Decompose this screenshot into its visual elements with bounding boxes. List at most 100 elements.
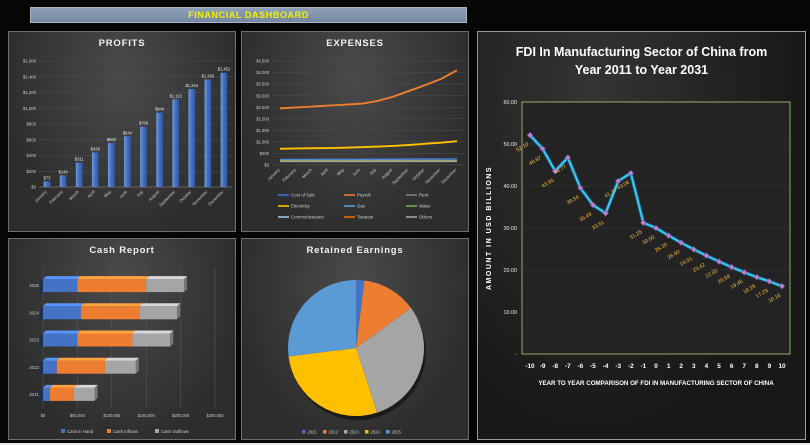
x-axis-tick: -7 [565, 363, 571, 370]
x-axis-tick: September [158, 189, 177, 208]
bar-segment[interactable] [73, 387, 95, 401]
x-axis-tick: October [411, 167, 426, 182]
y-axis-tick: $1,000 [23, 106, 37, 111]
series-line-cost-of-sale[interactable] [280, 158, 457, 160]
pie-slice-2024[interactable] [288, 348, 378, 416]
retained-earnings-chart-title: Retained Earnings [306, 245, 404, 256]
fdi-chart-panel[interactable]: FDI In Manufacturing Sector of China fro… [477, 31, 806, 440]
legend-swatch [344, 430, 348, 434]
x-axis-tick: April [86, 189, 96, 199]
bar-segment[interactable] [146, 279, 185, 293]
profit-bar[interactable] [156, 112, 164, 187]
bar-segment[interactable] [77, 333, 133, 347]
bar-segment[interactable] [56, 360, 105, 374]
value-label: $149 [59, 169, 69, 174]
data-marker[interactable] [602, 210, 609, 217]
profit-bar[interactable] [75, 162, 83, 187]
data-marker[interactable] [778, 282, 786, 290]
cash-report-chart: $0 $50,000 $100,000 $150,000 $200,000 $250,00… [29, 268, 224, 434]
data-marker[interactable] [753, 273, 761, 281]
profit-bar[interactable] [188, 89, 196, 187]
data-marker[interactable] [703, 252, 710, 259]
pie-slice-2022[interactable] [356, 280, 412, 348]
series-line-payroll[interactable] [279, 69, 458, 110]
bar-segment[interactable] [80, 306, 140, 320]
bar-segment[interactable] [49, 387, 74, 401]
profit-bar[interactable] [43, 181, 51, 187]
y-axis-tick: $500 [260, 151, 270, 156]
y-axis-tick: 2025 [29, 283, 39, 288]
bar-segment[interactable] [43, 387, 50, 401]
legend-label: Taxation [357, 215, 374, 220]
data-marker[interactable] [614, 177, 622, 185]
profits-chart-panel[interactable]: PROFITS $0 $200 $400 $600 $800 $1,000 $1,200 $1… [8, 31, 236, 232]
x-axis-tick: November [191, 189, 209, 207]
bar-segment[interactable] [43, 360, 57, 374]
value-label: $311 [75, 157, 85, 162]
x-axis-tick: August [380, 167, 394, 181]
value-label: 30.00 [642, 235, 657, 247]
legend-label: Cash Inflows [113, 429, 138, 434]
cash-report-chart-panel[interactable]: Cash Report $0 $50,000 $100,000 $150,000 $20… [8, 238, 236, 440]
value-label: $766 [139, 121, 149, 126]
data-marker[interactable] [652, 224, 660, 232]
data-marker[interactable] [715, 258, 723, 265]
data-marker[interactable] [627, 169, 635, 177]
profit-bar[interactable] [204, 79, 212, 187]
x-axis-tick: 0 [654, 363, 658, 370]
expenses-chart-panel[interactable]: EXPENSES $0 $500 $1,000 $1,500 $2,000 $2,500 $… [241, 31, 469, 232]
data-marker[interactable] [677, 239, 685, 246]
bar-segment[interactable] [104, 360, 136, 374]
legend-label: Water [419, 204, 431, 209]
data-marker[interactable] [526, 131, 534, 139]
pie-slice-2021[interactable] [356, 280, 365, 348]
profit-bar[interactable] [124, 136, 131, 187]
bar-segment[interactable] [132, 333, 171, 347]
dashboard-title-banner: FINANCIAL DASHBOARD [30, 7, 467, 23]
data-marker[interactable] [539, 145, 546, 152]
bar-segment[interactable] [43, 279, 78, 293]
data-marker[interactable] [640, 219, 647, 226]
x-axis-tick: November [424, 167, 442, 185]
bar-wall [40, 279, 43, 296]
data-marker[interactable] [577, 184, 584, 192]
bar-segment[interactable] [43, 306, 81, 320]
data-marker[interactable] [665, 232, 672, 239]
x-axis-tick: 7 [742, 363, 746, 370]
bar-wall [40, 306, 43, 323]
bottom-edge [0, 443, 810, 445]
bar-segment-top [43, 357, 60, 361]
bar-segment[interactable] [77, 279, 147, 293]
data-marker[interactable] [690, 246, 698, 253]
profit-bar[interactable] [91, 152, 99, 187]
value-label: $438 [91, 147, 101, 152]
pie-slice-2023[interactable] [356, 308, 424, 413]
profit-bar[interactable] [59, 175, 67, 187]
bar-segment[interactable] [43, 333, 78, 347]
value-label: 39.54 [566, 194, 581, 206]
value-label: 31.25 [629, 229, 644, 241]
profit-bar[interactable] [107, 142, 115, 187]
value-label: $1,366 [202, 73, 215, 78]
data-marker[interactable] [740, 269, 748, 276]
profit-bar[interactable] [220, 72, 228, 187]
x-axis-tick: July [135, 189, 145, 199]
retained-earnings-chart-panel[interactable]: Retained Earnings 2021 2022 2023 2024 2025 [241, 238, 469, 440]
data-marker[interactable] [589, 201, 597, 209]
x-axis-tick: April [319, 167, 329, 177]
y-axis-tick: $0 [31, 185, 36, 190]
value-label: 43.55 [541, 178, 556, 190]
y-axis-title: AMOUNT IN USD BILLIONS [486, 166, 493, 290]
pie-slice-2025[interactable] [288, 280, 356, 357]
profit-bar[interactable] [172, 99, 180, 187]
data-marker[interactable] [551, 167, 559, 175]
data-marker[interactable] [728, 263, 735, 271]
expenses-chart-title: EXPENSES [326, 38, 384, 49]
data-marker[interactable] [564, 154, 572, 161]
profit-bar[interactable] [140, 126, 147, 187]
series-line-electricity[interactable] [280, 140, 458, 150]
bar-segment[interactable] [139, 306, 178, 320]
bar-segment-top [73, 384, 98, 388]
bar-segment-top [146, 276, 188, 280]
data-marker[interactable] [766, 278, 773, 285]
